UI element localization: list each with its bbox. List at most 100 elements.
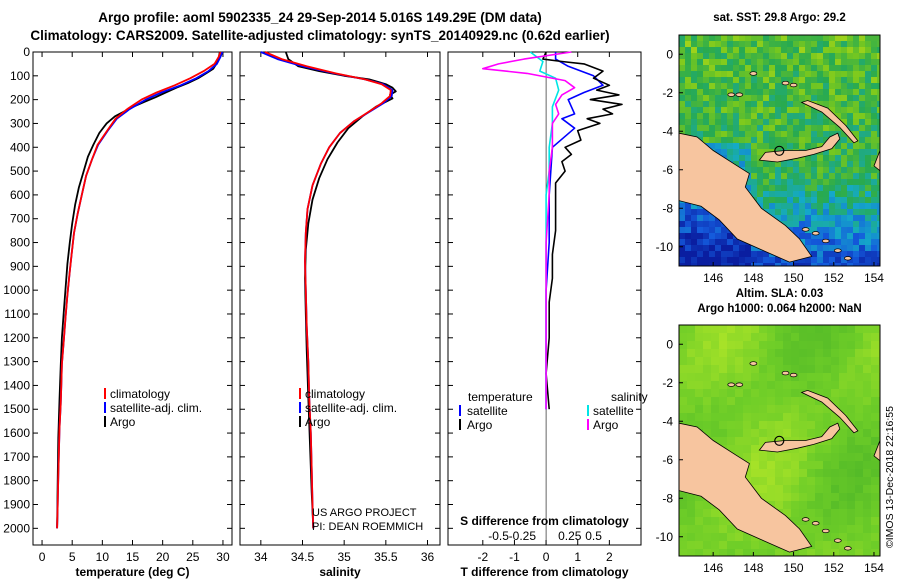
map-y-tick-label: -8	[662, 491, 673, 505]
field-cell	[871, 137, 877, 143]
field-cell	[727, 533, 735, 541]
field-cell	[733, 83, 739, 89]
field-cell	[811, 53, 817, 59]
field-cell	[719, 389, 727, 397]
field-cell	[835, 185, 841, 191]
field-cell	[823, 477, 831, 485]
field-cell	[727, 373, 735, 381]
field-cell	[697, 119, 703, 125]
field-cell	[727, 349, 735, 357]
y-tick-label: 100	[10, 69, 30, 83]
field-cell	[847, 541, 855, 549]
field-cell	[687, 533, 695, 541]
field-cell	[691, 53, 697, 59]
field-cell	[751, 325, 759, 333]
field-cell	[823, 125, 829, 131]
field-cell	[709, 47, 715, 53]
field-cell	[815, 493, 823, 501]
field-cell	[839, 397, 847, 405]
field-cell	[817, 137, 823, 143]
field-cell	[751, 421, 759, 429]
field-cell	[757, 149, 763, 155]
field-cell	[733, 125, 739, 131]
x-tick-label: 0	[39, 550, 46, 564]
field-cell	[781, 41, 787, 47]
field-cell	[793, 35, 799, 41]
field-cell	[685, 41, 691, 47]
field-cell	[783, 549, 791, 556]
field-cell	[751, 161, 757, 167]
field-cell	[763, 251, 769, 257]
map-x-tick-label: 146	[703, 561, 723, 575]
field-cell	[859, 203, 865, 209]
field-cell	[831, 525, 839, 533]
legend-label-climatology: climatology	[305, 387, 365, 401]
field-cell	[871, 155, 877, 161]
field-cell	[871, 397, 879, 405]
field-cell	[793, 173, 799, 179]
argo-position-marker	[774, 145, 785, 156]
field-cell	[847, 509, 855, 517]
field-cell	[799, 397, 807, 405]
field-cell	[841, 137, 847, 143]
field-cell	[783, 501, 791, 509]
field-cell	[841, 203, 847, 209]
field-cell	[703, 131, 709, 137]
field-cell	[811, 113, 817, 119]
field-cell	[839, 373, 847, 381]
field-cell	[877, 119, 880, 125]
field-cell	[865, 95, 871, 101]
field-cell	[751, 155, 757, 161]
field-cell	[841, 239, 847, 245]
field-cell	[817, 71, 823, 77]
field-cell	[721, 233, 727, 239]
field-cell	[763, 119, 769, 125]
field-cell	[799, 119, 805, 125]
field-cell	[847, 493, 855, 501]
field-cell	[807, 373, 815, 381]
field-cell	[739, 107, 745, 113]
field-cell	[839, 533, 847, 541]
field-cell	[847, 381, 855, 389]
land-islet	[749, 71, 758, 76]
field-cell	[877, 227, 880, 233]
field-cell	[817, 65, 823, 71]
field-cell	[871, 59, 877, 65]
field-cell	[807, 525, 815, 533]
y-tick-label: 1300	[3, 355, 30, 369]
field-cell	[805, 53, 811, 59]
field-cell	[859, 65, 865, 71]
field-cell	[691, 263, 697, 266]
field-cell	[859, 35, 865, 41]
field-cell	[839, 541, 847, 549]
field-cell	[841, 35, 847, 41]
field-cell	[757, 113, 763, 119]
field-cell	[695, 357, 703, 365]
series-line-climatology	[56, 51, 222, 529]
field-cell	[859, 251, 865, 257]
field-cell	[839, 325, 847, 333]
field-cell	[831, 357, 839, 365]
field-cell	[807, 357, 815, 365]
field-cell	[727, 41, 733, 47]
field-cell	[859, 227, 865, 233]
field-cell	[853, 53, 859, 59]
field-cell	[787, 263, 793, 266]
field-cell	[775, 257, 781, 263]
field-cell	[787, 203, 793, 209]
field-cell	[817, 203, 823, 209]
field-cell	[829, 203, 835, 209]
field-cell	[767, 325, 775, 333]
field-cell	[727, 53, 733, 59]
field-cell	[807, 469, 815, 477]
field-cell	[767, 397, 775, 405]
legend-label-satellite: satellite-adj. clim.	[305, 401, 397, 415]
field-cell	[871, 95, 877, 101]
field-cell	[743, 541, 751, 549]
field-cell	[711, 397, 719, 405]
field-cell	[751, 125, 757, 131]
field-cell	[831, 501, 839, 509]
field-cell	[769, 83, 775, 89]
field-cell	[855, 413, 863, 421]
field-cell	[787, 89, 793, 95]
